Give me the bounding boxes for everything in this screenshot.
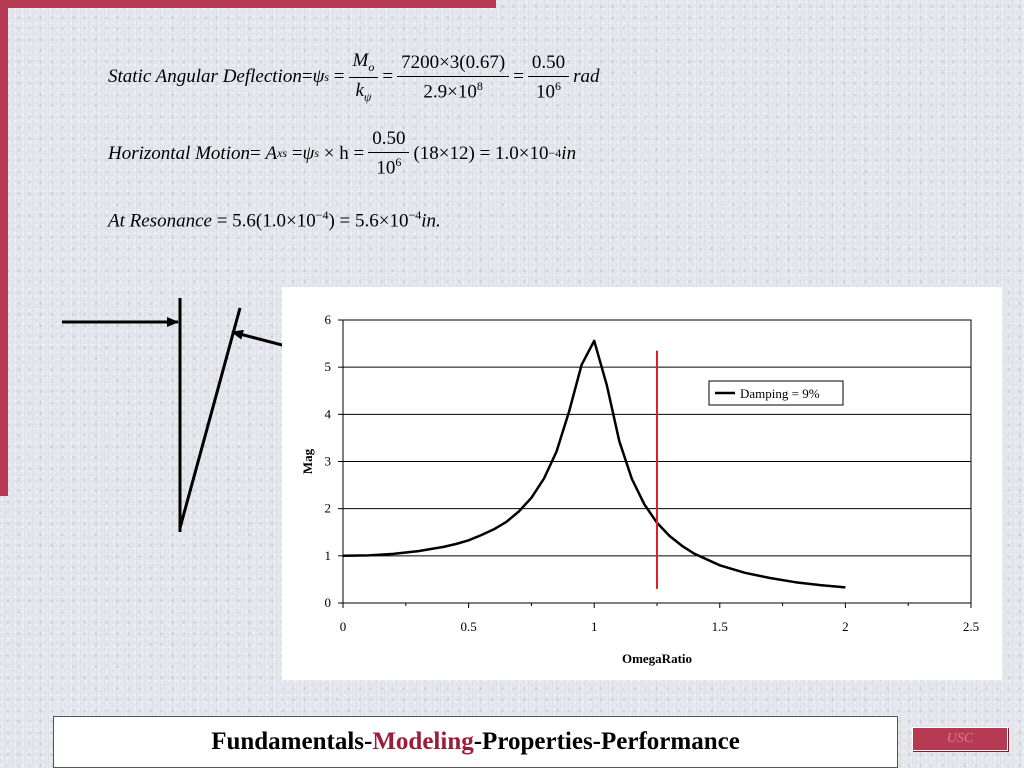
amplitude-symbol: A	[265, 142, 278, 164]
stiffness-symbol: k	[355, 79, 364, 101]
y-tick-label: 2	[325, 501, 332, 516]
resonance-exponent-2: −4	[408, 208, 422, 222]
unit-label: in.	[421, 210, 441, 232]
result-exponent: 6	[555, 78, 562, 93]
moment-symbol: M	[352, 50, 369, 71]
resonance-exponent-1: −4	[315, 208, 329, 222]
y-tick-label: 0	[325, 595, 332, 610]
deflection-fraction: 0.50 106	[368, 128, 410, 179]
x-tick-label: 2.5	[963, 619, 979, 634]
numeric-denominator: 2.9×10	[423, 80, 477, 102]
series-layer	[342, 339, 846, 589]
static-deflection-label: Static Angular Deflection	[108, 66, 302, 88]
y-axis-title: Mag	[300, 448, 315, 474]
y-tick-label: 6	[325, 312, 332, 327]
equals-sign: =	[513, 66, 524, 88]
chart-legend: Damping = 9%	[708, 380, 844, 406]
moment-subscript: o	[368, 59, 375, 74]
deflection-numerator: 0.50	[368, 128, 410, 153]
chart-svg: 0 1 2 3 4 5 6 0 0.5 1 1.5 2 2.5 Damping = 9% OmegaRa…	[300, 312, 980, 666]
footer-title-box: Fundamentals- Modeling -Properties-Perform…	[53, 716, 898, 768]
usc-logo-badge: USC	[912, 727, 1008, 751]
result-denominator: 10	[536, 80, 556, 102]
left-accent-bar	[0, 0, 8, 496]
y-tick-label: 4	[325, 406, 332, 421]
equals-sign: =	[249, 142, 261, 164]
numeric-fraction: 7200×3(0.67) 2.9×108	[397, 52, 510, 103]
y-tick-label: 1	[325, 548, 332, 563]
equals-sign: =	[291, 142, 303, 164]
y-tick-label: 3	[325, 454, 332, 469]
deflection-denominator: 10	[376, 157, 396, 179]
moment-over-stiffness-fraction: Mo kψ	[348, 50, 379, 105]
motion-exponent: −4	[548, 146, 562, 161]
height-product-text: (18×12) = 1.0×10	[413, 142, 549, 164]
rotated-line	[178, 307, 242, 529]
denominator-exponent: 8	[476, 78, 483, 93]
equals-sign: =	[382, 66, 394, 88]
resonance-equation: At Resonance = 5.6(1.0×10−4) = 5.6×10−4i…	[108, 200, 441, 236]
equals-sign: =	[301, 66, 313, 88]
result-fraction: 0.50 106	[527, 52, 570, 103]
numeric-numerator: 7200×3(0.67)	[397, 52, 510, 77]
horizontal-motion-label: Horizontal Motion	[108, 142, 250, 164]
x-tick-label: 1.5	[712, 619, 728, 634]
x-axis-title: OmegaRatio	[622, 651, 692, 666]
amplitude-subscript: xs	[277, 146, 288, 161]
axis-ticks: 0 1 2 3 4 5 6 0 0.5 1 1.5 2 2.5	[325, 312, 980, 634]
resonance-label: At Resonance	[108, 210, 212, 232]
y-tick-label: 5	[325, 359, 332, 374]
times-height-text: × h =	[323, 142, 365, 164]
unit-label: in	[561, 142, 577, 164]
frequency-response-chart: 0 1 2 3 4 5 6 0 0.5 1 1.5 2 2.5 Damping = 9% OmegaRa…	[282, 287, 1002, 680]
usc-logo-text: USC	[946, 731, 974, 746]
x-tick-label: 0.5	[460, 619, 476, 634]
psi-symbol: ψ	[312, 66, 325, 88]
stiffness-subscript: ψ	[363, 89, 372, 104]
deflection-exponent: 6	[395, 155, 402, 169]
footer-suffix: -Properties-Performance	[473, 728, 740, 755]
top-accent-bar	[0, 0, 496, 8]
x-tick-label: 2	[842, 619, 849, 634]
psi-subscript: s	[314, 146, 320, 161]
series-line	[342, 339, 846, 589]
footer-prefix: Fundamentals-	[211, 728, 373, 755]
footer-highlight: Modeling	[372, 728, 474, 755]
unit-label: rad	[573, 66, 600, 88]
result-numerator: 0.50	[527, 52, 570, 77]
equals-sign: =	[333, 66, 345, 88]
x-tick-label: 0	[340, 619, 347, 634]
psi-subscript: s	[324, 69, 330, 84]
resonance-result-text: ) = 5.6×10	[328, 210, 409, 232]
psi-symbol: ψ	[302, 142, 315, 164]
x-tick-label: 1	[591, 619, 598, 634]
resonance-product-text: = 5.6(1.0×10	[216, 210, 316, 232]
legend-label: Damping = 9%	[740, 386, 820, 401]
